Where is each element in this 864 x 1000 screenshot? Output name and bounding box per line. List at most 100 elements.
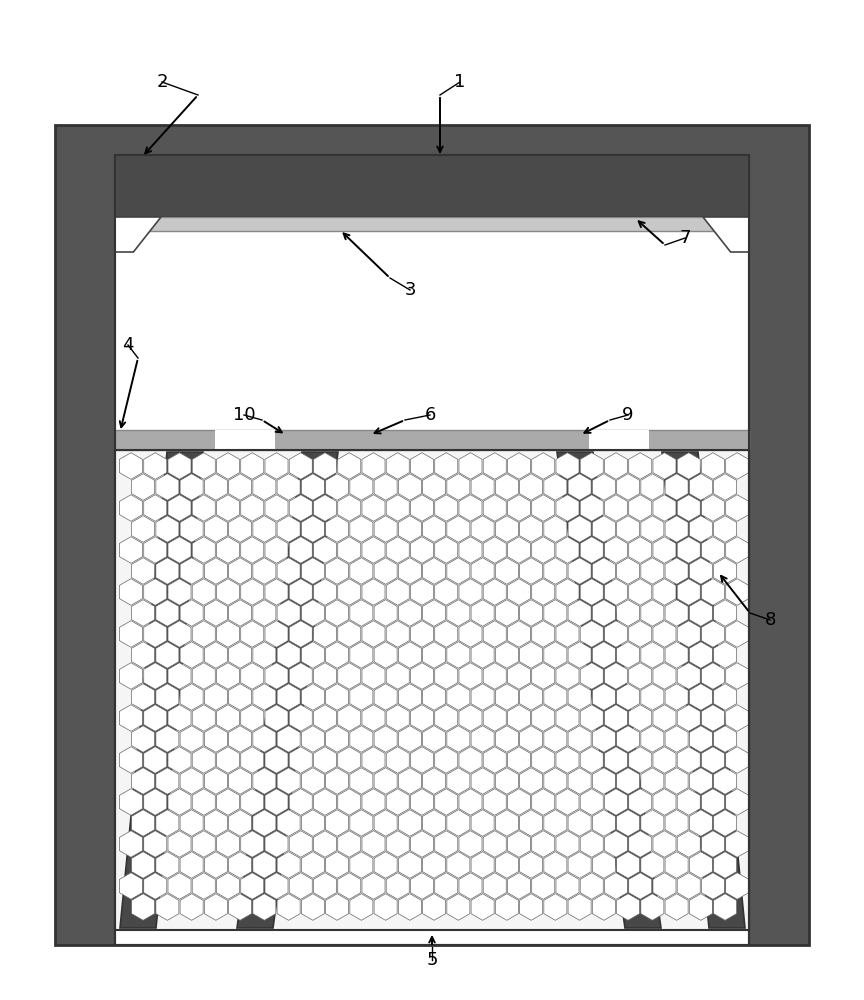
Polygon shape [277,894,300,920]
Polygon shape [410,873,434,899]
Polygon shape [507,663,530,689]
Polygon shape [495,516,518,542]
Polygon shape [459,789,482,815]
Polygon shape [253,768,276,794]
Polygon shape [326,684,349,710]
Polygon shape [205,894,227,920]
Polygon shape [362,873,385,899]
Polygon shape [217,663,239,689]
Polygon shape [119,831,143,857]
Polygon shape [483,579,506,605]
Polygon shape [581,705,603,731]
Polygon shape [374,600,397,626]
Polygon shape [519,852,543,878]
Polygon shape [205,474,227,500]
Polygon shape [180,810,203,836]
Polygon shape [726,831,749,857]
Polygon shape [507,495,530,521]
Polygon shape [629,495,651,521]
Polygon shape [143,747,167,773]
Polygon shape [605,705,627,731]
Polygon shape [435,495,458,521]
Polygon shape [374,852,397,878]
Polygon shape [702,621,725,647]
Polygon shape [714,726,737,752]
Polygon shape [531,747,555,773]
Polygon shape [556,831,579,857]
Text: 5: 5 [426,951,438,969]
Polygon shape [374,516,397,542]
Polygon shape [168,453,191,479]
Polygon shape [156,852,179,878]
Polygon shape [217,579,239,605]
Polygon shape [581,831,603,857]
Polygon shape [471,894,494,920]
Polygon shape [229,684,251,710]
Polygon shape [277,642,300,668]
Polygon shape [447,852,470,878]
Polygon shape [119,747,143,773]
Polygon shape [386,873,410,899]
Polygon shape [119,873,143,899]
Polygon shape [302,684,324,710]
Polygon shape [531,873,555,899]
Polygon shape [581,789,603,815]
Polygon shape [459,537,482,563]
Polygon shape [253,726,276,752]
Polygon shape [677,789,700,815]
Polygon shape [471,726,494,752]
Polygon shape [168,495,191,521]
Polygon shape [689,852,712,878]
Polygon shape [350,474,373,500]
Text: 9: 9 [622,406,634,424]
Polygon shape [350,894,373,920]
Polygon shape [519,894,543,920]
Polygon shape [410,495,434,521]
Polygon shape [398,642,422,668]
Polygon shape [471,474,494,500]
Polygon shape [326,642,349,668]
Polygon shape [143,495,167,521]
Polygon shape [156,642,179,668]
Polygon shape [422,600,446,626]
Polygon shape [277,684,300,710]
Polygon shape [471,558,494,584]
Polygon shape [531,579,555,605]
Polygon shape [605,495,627,521]
Polygon shape [410,621,434,647]
Polygon shape [543,516,567,542]
Polygon shape [229,894,251,920]
Polygon shape [447,516,470,542]
Polygon shape [143,831,167,857]
Text: 4: 4 [122,336,134,354]
Polygon shape [314,663,336,689]
Polygon shape [143,789,167,815]
Polygon shape [483,747,506,773]
Polygon shape [581,579,603,605]
Polygon shape [581,663,603,689]
Polygon shape [689,558,712,584]
Polygon shape [653,453,676,479]
Polygon shape [714,768,737,794]
Polygon shape [168,747,191,773]
Polygon shape [507,747,530,773]
Polygon shape [653,831,676,857]
Polygon shape [593,558,615,584]
Polygon shape [569,600,591,626]
Polygon shape [677,579,700,605]
Polygon shape [217,831,239,857]
Polygon shape [350,558,373,584]
Polygon shape [386,663,410,689]
Polygon shape [314,453,336,479]
Polygon shape [168,621,191,647]
Polygon shape [410,831,434,857]
Polygon shape [677,747,700,773]
Polygon shape [131,600,155,626]
Polygon shape [362,663,385,689]
Polygon shape [338,621,361,647]
Polygon shape [653,663,676,689]
Polygon shape [302,474,324,500]
Polygon shape [338,789,361,815]
Polygon shape [531,789,555,815]
Polygon shape [338,747,361,773]
